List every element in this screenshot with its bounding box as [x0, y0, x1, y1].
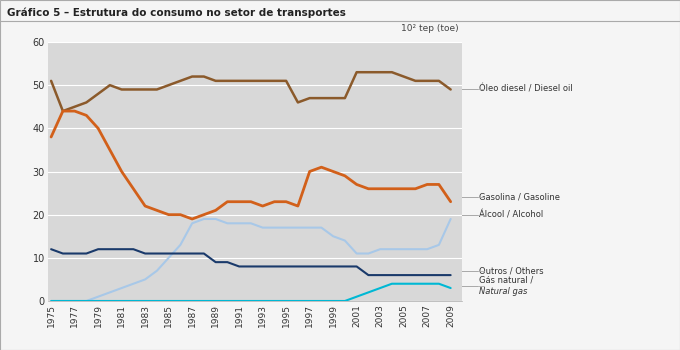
Text: 10² tep (toe): 10² tep (toe): [401, 24, 459, 33]
Text: Gás natural /: Gás natural /: [479, 276, 537, 285]
Text: Outros / Others: Outros / Others: [479, 266, 544, 275]
Text: Álcool / Alcohol: Álcool / Alcohol: [479, 210, 543, 219]
Text: Gráfico 5 – Estrutura do consumo no setor de transportes: Gráfico 5 – Estrutura do consumo no seto…: [7, 7, 345, 18]
Text: Óleo diesel / Diesel oil: Óleo diesel / Diesel oil: [479, 85, 573, 94]
Text: Gasolina / Gasoline: Gasolina / Gasoline: [479, 193, 560, 202]
Text: Natural gas: Natural gas: [479, 287, 528, 296]
